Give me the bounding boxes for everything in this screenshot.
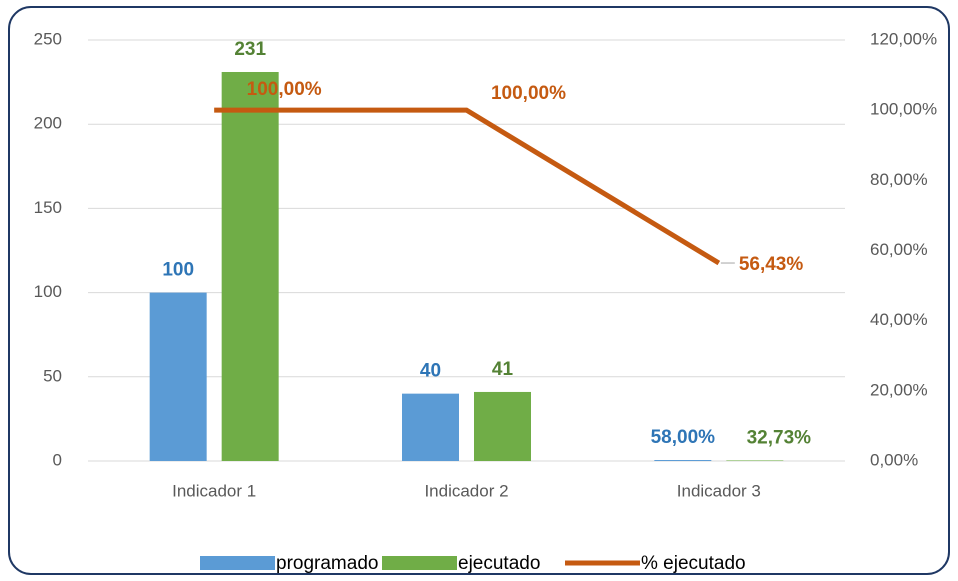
legend-label: programado <box>276 553 378 574</box>
data-label: 32,73% <box>747 427 812 448</box>
legend-label: % ejecutado <box>641 553 746 574</box>
line <box>214 107 721 266</box>
y-tick-label: 150 <box>34 198 62 217</box>
y2-tick-label: 0,00% <box>870 450 918 469</box>
bar <box>221 71 279 461</box>
y-tick-label: 200 <box>34 114 62 133</box>
data-label: 40 <box>420 361 441 382</box>
y2-tick-label: 80,00% <box>870 170 928 189</box>
data-label: 56,43% <box>739 254 804 275</box>
bar <box>149 292 207 461</box>
bar <box>402 393 459 461</box>
y2-tick-label: 20,00% <box>870 380 928 399</box>
legend-swatch <box>382 556 457 570</box>
bar <box>726 460 784 461</box>
data-label: 58,00% <box>651 427 716 448</box>
data-label: 100,00% <box>247 79 322 100</box>
y2-tick-label: 120,00% <box>870 29 937 48</box>
y2-tick-label: 60,00% <box>870 240 928 259</box>
y-tick-label: 100 <box>34 282 62 301</box>
data-label: 100 <box>162 260 194 281</box>
legend-swatch <box>200 556 275 570</box>
bar <box>474 391 531 461</box>
x-tick-label: Indicador 3 <box>677 481 761 500</box>
data-label: 231 <box>234 39 266 60</box>
y2-tick-label: 100,00% <box>870 100 937 119</box>
bar <box>654 460 712 461</box>
x-tick-label: Indicador 1 <box>172 481 256 500</box>
y-tick-label: 250 <box>34 29 62 48</box>
x-tick-label: Indicador 2 <box>424 481 508 500</box>
legend-label: ejecutado <box>458 553 540 574</box>
data-label: 41 <box>492 359 514 380</box>
data-label: 100,00% <box>491 83 566 104</box>
y2-tick-label: 40,00% <box>870 310 928 329</box>
y-tick-label: 0 <box>53 450 62 469</box>
y-tick-label: 50 <box>43 366 62 385</box>
